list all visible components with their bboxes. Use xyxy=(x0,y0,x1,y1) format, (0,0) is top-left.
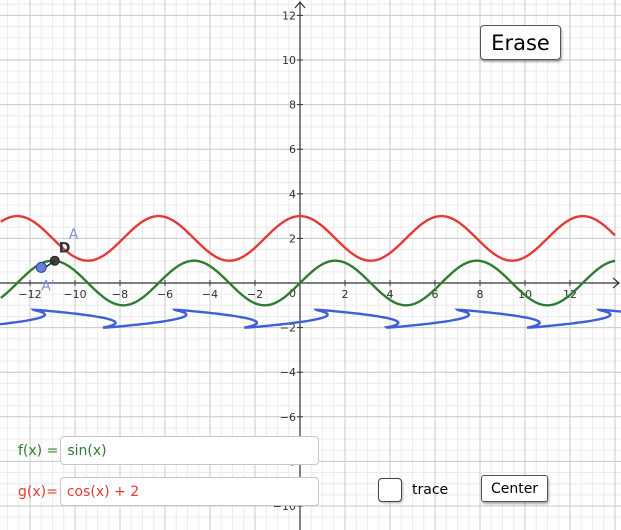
x-tick-label: −2 xyxy=(247,288,263,301)
g-input-row: g(x)= cos(x) + 2 xyxy=(18,477,319,506)
trace-curve xyxy=(0,308,102,326)
erase-button[interactable]: Erase xyxy=(480,25,561,60)
trace-curve xyxy=(98,308,244,329)
g-input-field[interactable]: cos(x) + 2 xyxy=(59,477,319,506)
x-tick-label: 4 xyxy=(387,288,394,301)
point-label-a-prime: A' xyxy=(41,278,54,294)
y-tick-label: 12 xyxy=(282,9,296,22)
y-tick-label: 10 xyxy=(282,54,296,67)
trace-curve xyxy=(240,308,385,329)
f-input-field[interactable]: sin(x) xyxy=(60,436,320,465)
point-a-prime xyxy=(35,261,47,273)
y-axis-arrow-icon xyxy=(294,1,306,9)
y-tick-label: −4 xyxy=(280,366,296,379)
trace-toggle[interactable]: trace xyxy=(378,478,448,502)
x-tick-label: 2 xyxy=(342,288,349,301)
g-curve xyxy=(0,214,616,262)
y-tick-label: 6 xyxy=(289,143,296,156)
x-tick-label: 0 xyxy=(289,287,296,300)
x-tick-label: 6 xyxy=(432,288,439,301)
x-axis-arrow-icon xyxy=(612,277,620,289)
point-label-a: A xyxy=(69,227,79,243)
trace-curve xyxy=(522,308,621,329)
plot-points[interactable]: AD A' xyxy=(35,227,79,294)
y-tick-label: 2 xyxy=(289,232,296,245)
f-input-row: f(x) = sin(x) xyxy=(18,436,320,465)
trace-label: trace xyxy=(412,482,449,498)
x-tick-label: −8 xyxy=(112,288,128,301)
g-input-label: g(x)= xyxy=(18,483,58,500)
f-input-value: sin(x) xyxy=(67,442,107,459)
plot-curves xyxy=(0,214,621,329)
f-input-label: f(x) = xyxy=(18,442,59,459)
x-tick-label: 8 xyxy=(477,288,484,301)
f-curve xyxy=(0,259,616,307)
x-tick-label: −6 xyxy=(157,288,173,301)
g-input-value: cos(x) + 2 xyxy=(66,483,140,500)
trace-curve xyxy=(381,308,527,329)
y-tick-label: −6 xyxy=(280,411,296,424)
x-tick-label: −12 xyxy=(18,288,41,301)
x-tick-label: −4 xyxy=(202,288,218,301)
point-label-d: D xyxy=(59,241,71,257)
x-tick-label: −10 xyxy=(63,288,86,301)
y-tick-label: 8 xyxy=(289,99,296,112)
y-tick-label: 4 xyxy=(289,188,296,201)
trace-checkbox[interactable] xyxy=(378,478,402,502)
center-button[interactable]: Center xyxy=(481,475,548,502)
